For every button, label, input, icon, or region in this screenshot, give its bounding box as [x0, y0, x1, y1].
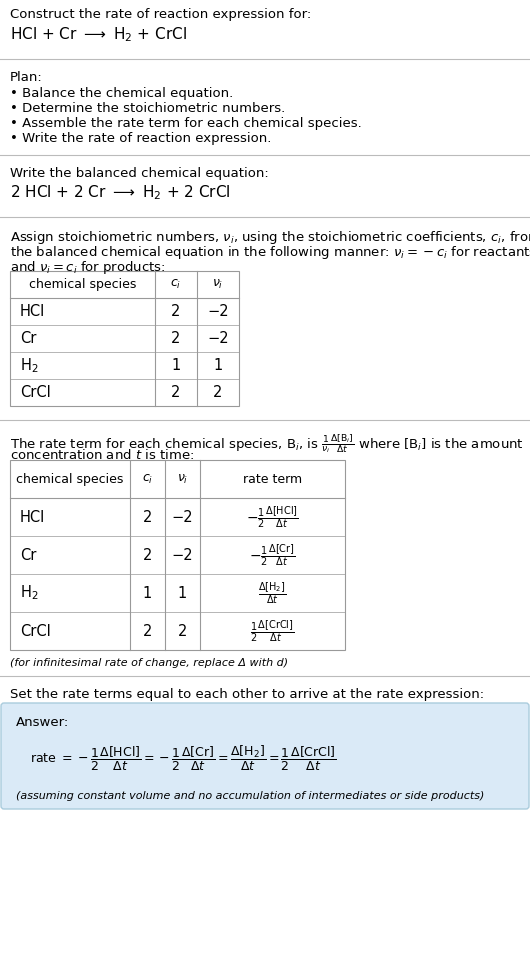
Text: $c_i$: $c_i$: [142, 472, 153, 486]
Text: $\frac{\Delta[\mathrm{H_2}]}{\Delta t}$: $\frac{\Delta[\mathrm{H_2}]}{\Delta t}$: [259, 580, 287, 606]
Text: 1: 1: [178, 585, 187, 601]
Text: $\nu_i$: $\nu_i$: [213, 278, 224, 291]
Text: 2: 2: [143, 623, 152, 639]
Text: chemical species: chemical species: [29, 278, 136, 291]
Text: • Write the rate of reaction expression.: • Write the rate of reaction expression.: [10, 132, 271, 145]
Text: 1: 1: [171, 358, 181, 373]
Text: • Determine the stoichiometric numbers.: • Determine the stoichiometric numbers.: [10, 102, 285, 115]
Text: H$_2$: H$_2$: [20, 583, 39, 603]
Text: CrCl: CrCl: [20, 623, 51, 639]
FancyBboxPatch shape: [1, 703, 529, 809]
Text: −2: −2: [172, 509, 193, 525]
Text: HCl + Cr $\longrightarrow$ H$_2$ + CrCl: HCl + Cr $\longrightarrow$ H$_2$ + CrCl: [10, 25, 187, 44]
Text: 2: 2: [178, 623, 187, 639]
Text: 1: 1: [143, 585, 152, 601]
Text: Plan:: Plan:: [10, 71, 43, 84]
Text: 1: 1: [214, 358, 223, 373]
Text: $-\frac{1}{2}\frac{\Delta[\mathrm{Cr}]}{\Delta t}$: $-\frac{1}{2}\frac{\Delta[\mathrm{Cr}]}{…: [249, 542, 296, 568]
Text: $\nu_i$: $\nu_i$: [177, 472, 188, 486]
Text: 2: 2: [171, 304, 181, 319]
Text: 2: 2: [143, 509, 152, 525]
Bar: [10, 271, 239, 406]
Text: and $\nu_i = c_i$ for products:: and $\nu_i = c_i$ for products:: [10, 259, 165, 276]
Text: concentration and $t$ is time:: concentration and $t$ is time:: [10, 448, 194, 462]
Text: (assuming constant volume and no accumulation of intermediates or side products): (assuming constant volume and no accumul…: [16, 791, 484, 801]
Text: 2: 2: [171, 385, 181, 400]
Text: Answer:: Answer:: [16, 716, 69, 729]
Text: chemical species: chemical species: [16, 472, 123, 485]
Text: The rate term for each chemical species, B$_i$, is $\frac{1}{\nu_i}\frac{\Delta[: The rate term for each chemical species,…: [10, 432, 524, 455]
Text: Construct the rate of reaction expression for:: Construct the rate of reaction expressio…: [10, 8, 311, 21]
Text: Assign stoichiometric numbers, $\nu_i$, using the stoichiometric coefficients, $: Assign stoichiometric numbers, $\nu_i$, …: [10, 229, 530, 246]
Text: the balanced chemical equation in the following manner: $\nu_i = -c_i$ for react: the balanced chemical equation in the fo…: [10, 244, 530, 261]
Text: (for infinitesimal rate of change, replace Δ with d): (for infinitesimal rate of change, repla…: [10, 658, 288, 668]
Text: 2: 2: [143, 547, 152, 563]
Text: 2: 2: [213, 385, 223, 400]
Text: −2: −2: [172, 547, 193, 563]
Text: 2 HCl + 2 Cr $\longrightarrow$ H$_2$ + 2 CrCl: 2 HCl + 2 Cr $\longrightarrow$ H$_2$ + 2…: [10, 183, 231, 202]
Text: −2: −2: [207, 331, 229, 346]
Text: HCl: HCl: [20, 304, 45, 319]
Text: • Assemble the rate term for each chemical species.: • Assemble the rate term for each chemic…: [10, 117, 362, 130]
Text: Cr: Cr: [20, 547, 37, 563]
Text: Cr: Cr: [20, 331, 37, 346]
Text: CrCl: CrCl: [20, 385, 51, 400]
Text: rate $= -\dfrac{1}{2}\dfrac{\Delta[\mathrm{HCl}]}{\Delta t}= -\dfrac{1}{2}\dfrac: rate $= -\dfrac{1}{2}\dfrac{\Delta[\math…: [30, 744, 337, 773]
Text: rate term: rate term: [243, 472, 302, 485]
Text: −2: −2: [207, 304, 229, 319]
Text: $c_i$: $c_i$: [170, 278, 182, 291]
Text: 2: 2: [171, 331, 181, 346]
Text: Set the rate terms equal to each other to arrive at the rate expression:: Set the rate terms equal to each other t…: [10, 688, 484, 701]
Text: $-\frac{1}{2}\frac{\Delta[\mathrm{HCl}]}{\Delta t}$: $-\frac{1}{2}\frac{\Delta[\mathrm{HCl}]}…: [246, 504, 299, 530]
Bar: [10, 460, 345, 650]
Text: • Balance the chemical equation.: • Balance the chemical equation.: [10, 87, 233, 100]
Text: HCl: HCl: [20, 509, 45, 525]
Text: H$_2$: H$_2$: [20, 356, 39, 375]
Text: $\frac{1}{2}\frac{\Delta[\mathrm{CrCl}]}{\Delta t}$: $\frac{1}{2}\frac{\Delta[\mathrm{CrCl}]}…: [250, 618, 295, 643]
Text: Write the balanced chemical equation:: Write the balanced chemical equation:: [10, 167, 269, 180]
